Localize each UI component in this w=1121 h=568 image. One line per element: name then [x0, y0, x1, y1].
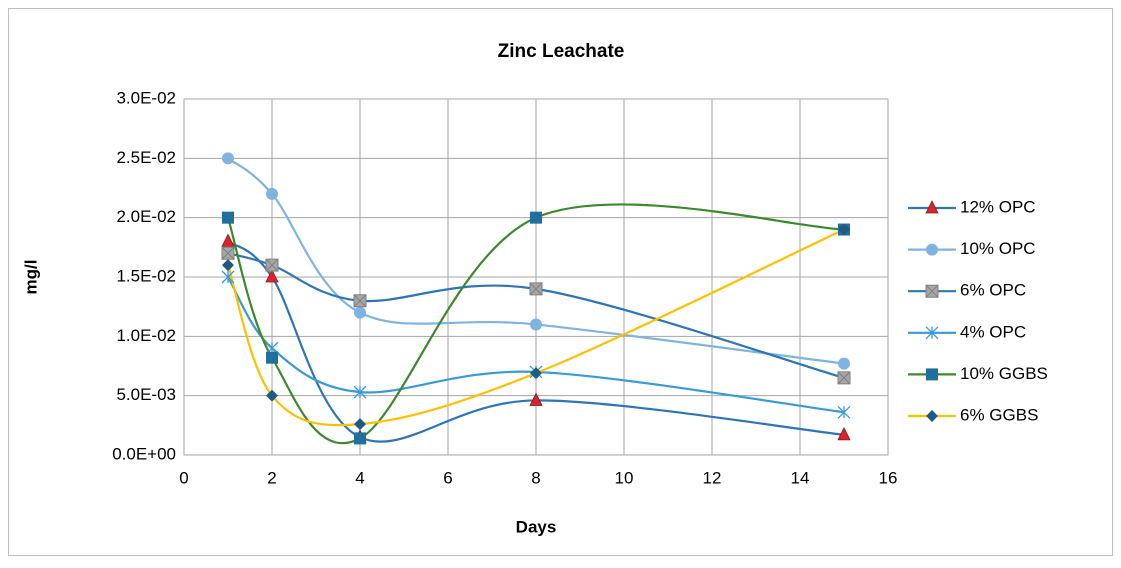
marker [265, 269, 279, 283]
marker [222, 259, 234, 272]
legend-label: 10% GGBS [960, 364, 1048, 383]
legend-label: 6% OPC [960, 281, 1026, 300]
marker [837, 371, 851, 385]
marker [354, 418, 366, 431]
legend-entry: 4% OPC [908, 322, 1026, 341]
marker [529, 392, 543, 406]
marker [266, 351, 278, 364]
y-tick-label: 3.0E-02 [116, 88, 176, 107]
legend-label: 12% OPC [960, 197, 1036, 216]
x-tick-label: 10 [615, 468, 634, 487]
legend-entry: 6% OPC [908, 281, 1026, 300]
marker [530, 211, 542, 224]
marker [353, 294, 367, 308]
marker [838, 223, 850, 236]
marker [354, 432, 366, 445]
marker [837, 426, 851, 441]
legend-label: 4% OPC [960, 322, 1026, 341]
legend-entry: 10% GGBS [908, 364, 1048, 383]
x-tick-label: 2 [267, 468, 276, 487]
legend-entry: 6% GGBS [908, 405, 1038, 424]
y-tick-label: 2.5E-02 [116, 148, 176, 167]
marker [838, 357, 850, 370]
x-tick-label: 12 [703, 468, 722, 487]
series-line [226, 203, 845, 445]
y-tick-label: 1.5E-02 [116, 266, 176, 285]
legend-marker [926, 410, 938, 422]
legend-entry: 12% OPC [908, 197, 1036, 216]
plot-border [183, 98, 889, 456]
marker [530, 367, 542, 380]
legend-entry: 10% OPC [908, 239, 1036, 258]
legend-marker [925, 200, 939, 214]
x-axis-title: Days [516, 517, 557, 536]
x-tick-label: 16 [879, 468, 898, 487]
x-tick-label: 4 [355, 468, 364, 487]
legend-marker [926, 243, 938, 256]
y-tick-label: 5.0E-03 [116, 385, 176, 404]
x-tick-label: 6 [443, 468, 452, 487]
marker [265, 258, 279, 272]
marker [221, 246, 235, 260]
marker [529, 282, 543, 296]
legend-marker [925, 326, 939, 340]
marker [222, 152, 234, 165]
marker [530, 318, 542, 331]
marker [221, 270, 235, 284]
chart-border [8, 8, 1113, 556]
marker [266, 187, 278, 200]
marker [221, 233, 235, 247]
y-tick-label: 0.0E+00 [112, 444, 176, 463]
legend-marker [925, 284, 939, 298]
y-axis-title: mg/l [21, 260, 40, 295]
chart-title: Zinc Leachate [498, 41, 625, 62]
marker [222, 211, 234, 224]
y-tick-label: 2.0E-02 [116, 207, 176, 226]
marker [353, 385, 367, 399]
y-tick-label: 1.0E-02 [116, 326, 176, 345]
x-tick-label: 14 [791, 468, 810, 487]
legend-label: 6% GGBS [960, 405, 1038, 424]
series-line [226, 228, 845, 427]
marker [354, 306, 366, 319]
legend-marker [926, 368, 938, 381]
marker [266, 389, 278, 402]
x-tick-label: 0 [179, 468, 188, 487]
legend-label: 10% OPC [960, 239, 1036, 258]
x-tick-label: 8 [531, 468, 540, 487]
marker [837, 405, 851, 419]
